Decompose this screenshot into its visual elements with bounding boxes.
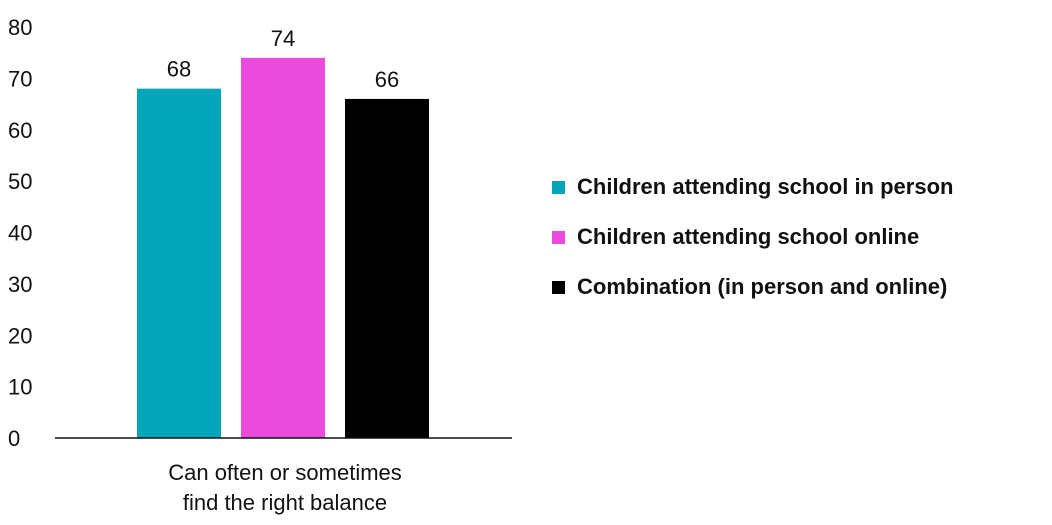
bar-data-label: 74 bbox=[271, 26, 295, 51]
legend-label-online: Children attending school online bbox=[577, 224, 920, 249]
bars bbox=[137, 57, 429, 439]
legend-item-combination: Combination (in person and online) bbox=[552, 262, 953, 312]
y-tick-label: 50 bbox=[8, 169, 32, 194]
bar-data-labels: 68 74 66 bbox=[167, 26, 399, 92]
y-tick-label: 80 bbox=[8, 15, 32, 40]
bar-online bbox=[241, 57, 325, 438]
bar-chart: 0 10 20 30 40 50 60 70 80 68 74 66 bbox=[8, 15, 512, 451]
y-tick-label: 0 bbox=[8, 426, 20, 451]
legend-swatch-in-person bbox=[552, 180, 565, 194]
y-tick-label: 20 bbox=[8, 323, 32, 348]
bar-data-label: 66 bbox=[375, 67, 399, 92]
legend-label-combination: Combination (in person and online) bbox=[577, 274, 948, 299]
y-tick-label: 30 bbox=[8, 272, 32, 297]
bar-in-person bbox=[137, 88, 221, 439]
legend-swatch-online bbox=[552, 230, 565, 244]
bar-data-label: 68 bbox=[167, 57, 191, 82]
y-tick-label: 40 bbox=[8, 221, 32, 246]
legend-item-online: Children attending school online bbox=[552, 212, 953, 262]
y-tick-label: 70 bbox=[8, 66, 32, 91]
y-axis-ticks: 0 10 20 30 40 50 60 70 80 bbox=[8, 15, 32, 451]
legend-swatch-combination bbox=[552, 280, 565, 294]
y-tick-label: 60 bbox=[8, 118, 32, 143]
legend-item-in-person: Children attending school in person bbox=[552, 162, 953, 212]
y-tick-label: 10 bbox=[8, 375, 32, 400]
x-category-label: Can often or sometimes find the right bal… bbox=[168, 460, 402, 515]
bar-combination bbox=[345, 98, 429, 439]
legend: Children attending school in person Chil… bbox=[552, 162, 953, 312]
legend-label-in-person: Children attending school in person bbox=[577, 174, 954, 199]
